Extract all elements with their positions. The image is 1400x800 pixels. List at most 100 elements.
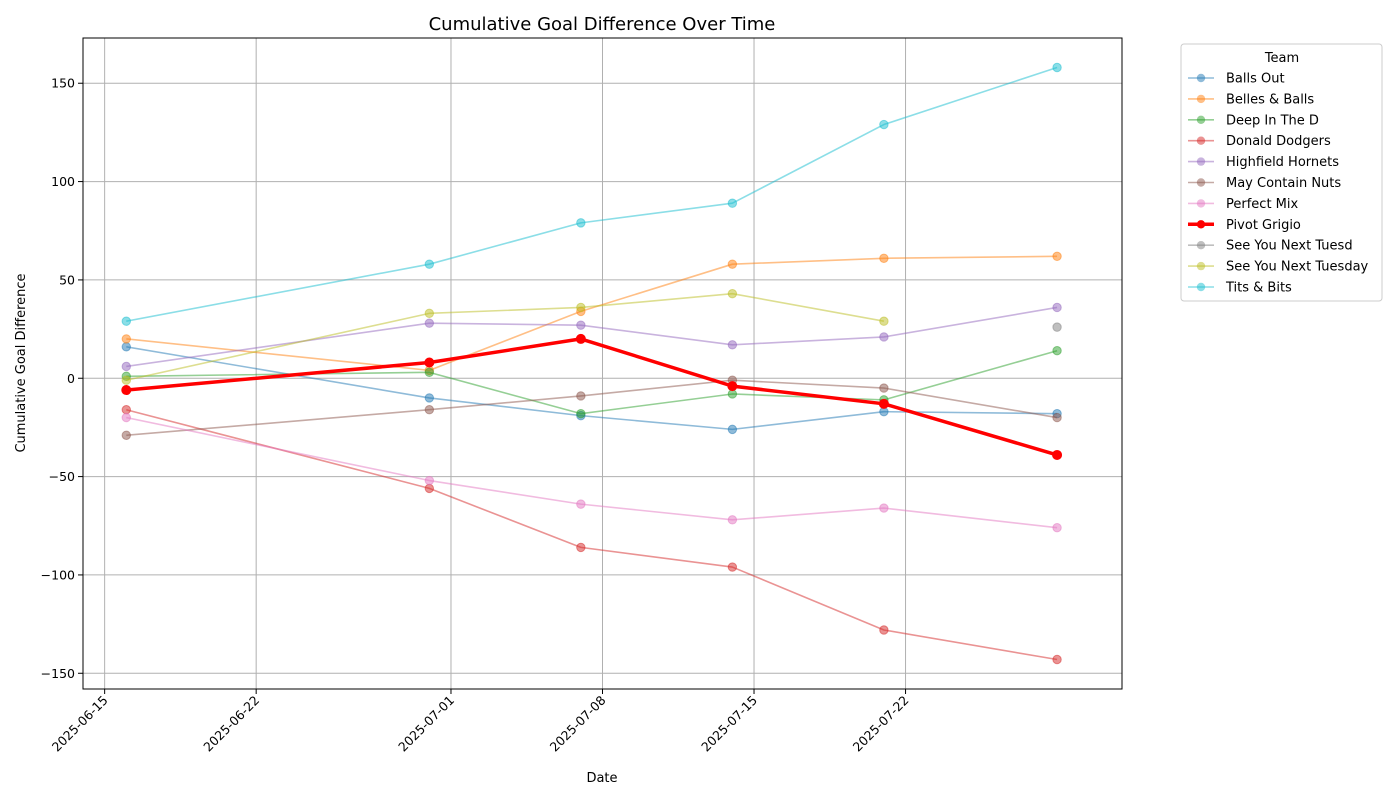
legend-label: See You Next Tuesd <box>1226 239 1353 254</box>
series-may-contain-nuts <box>121 375 1062 440</box>
y-axis: −150 −100 −50 0 50 100 150 <box>41 76 83 681</box>
data-point <box>727 288 738 299</box>
legend-label: Highfield Hornets <box>1226 155 1339 170</box>
x-tick-label: 2025-06-15 <box>49 693 111 755</box>
legend-label: Belles & Balls <box>1226 92 1314 107</box>
data-point <box>121 385 132 396</box>
legend-item: May Contain Nuts <box>1188 176 1341 191</box>
y-tick-label: 0 <box>67 371 75 386</box>
legend-item: Pivot Grigio <box>1188 218 1301 233</box>
legend-item: Belles & Balls <box>1188 92 1314 107</box>
data-point <box>424 483 435 494</box>
x-tick-label: 2025-07-08 <box>547 692 609 754</box>
data-point <box>424 475 435 486</box>
y-tick-label: −100 <box>41 567 75 582</box>
series-line <box>126 306 1058 368</box>
data-point <box>424 367 435 378</box>
data-point <box>576 542 586 553</box>
legend-marker <box>1196 157 1206 166</box>
x-axis-label: Date <box>586 771 617 786</box>
y-tick-label: −50 <box>49 469 75 484</box>
legend-label: Pivot Grigio <box>1226 218 1301 233</box>
series-donald-dodgers <box>121 405 1062 665</box>
data-point <box>576 218 586 228</box>
legend-item: Deep In The D <box>1188 113 1319 128</box>
series-pivot-grigio <box>121 333 1063 460</box>
x-tick-label: 2025-06-22 <box>200 693 262 755</box>
data-point <box>575 333 586 344</box>
series-line <box>126 416 1058 529</box>
series-deep-in-the-d <box>121 346 1062 419</box>
legend-marker <box>1196 115 1206 125</box>
legend-item: Balls Out <box>1188 72 1285 87</box>
legend-marker <box>1196 241 1206 250</box>
data-point <box>1052 412 1062 423</box>
data-point <box>727 259 738 269</box>
data-point <box>424 308 435 319</box>
y-tick-label: 150 <box>51 76 75 91</box>
legend-item: Highfield Hornets <box>1188 155 1339 170</box>
y-axis-label: Cumulative Goal Difference <box>14 273 29 452</box>
data-point <box>1052 62 1062 73</box>
data-point <box>879 503 889 513</box>
data-point <box>879 625 889 635</box>
grid <box>83 38 1122 689</box>
series-line <box>126 345 1058 431</box>
data-point <box>576 302 586 313</box>
series-layer <box>121 62 1063 665</box>
series-line <box>126 255 1058 372</box>
series-highfield-hornets <box>121 302 1062 372</box>
data-point <box>879 316 889 326</box>
data-point <box>727 424 738 435</box>
data-point <box>727 198 738 208</box>
legend-marker <box>1196 220 1206 229</box>
data-point <box>878 398 889 409</box>
data-point <box>121 375 131 385</box>
data-point <box>424 393 435 403</box>
legend-marker <box>1196 136 1206 145</box>
data-point <box>121 412 131 423</box>
legend-marker <box>1196 261 1206 271</box>
legend-marker <box>1196 73 1206 83</box>
legend-label: See You Next Tuesday <box>1226 260 1369 275</box>
series-line <box>126 379 1058 437</box>
legend-box <box>1180 43 1383 302</box>
legend-marker <box>1196 94 1206 104</box>
series-line <box>126 66 1058 323</box>
legend-marker <box>1196 199 1206 208</box>
legend-marker <box>1196 178 1206 187</box>
x-axis: 2025-06-15 2025-06-22 2025-07-01 2025-07-08… <box>49 689 912 754</box>
series-see-you-next-tuesd <box>1052 322 1062 332</box>
legend-item: Perfect Mix <box>1188 197 1298 212</box>
legend-item: See You Next Tuesd <box>1188 239 1353 254</box>
series-belles-balls <box>121 251 1062 376</box>
data-point <box>424 259 435 269</box>
series-perfect-mix <box>121 412 1062 533</box>
data-point <box>727 562 738 572</box>
series-line <box>126 337 1058 457</box>
series-balls-out <box>121 342 1062 435</box>
legend-item: Tits & Bits <box>1188 281 1292 296</box>
series-tits-bits <box>121 62 1062 326</box>
legend-label: Tits & Bits <box>1225 281 1292 296</box>
data-point <box>727 340 738 350</box>
data-point <box>727 515 738 525</box>
data-point <box>121 430 131 440</box>
data-point <box>879 332 889 342</box>
legend-label: Balls Out <box>1226 72 1285 87</box>
data-point <box>576 408 586 419</box>
data-point <box>576 499 586 509</box>
data-point <box>424 318 435 328</box>
data-point <box>1052 523 1062 533</box>
data-point <box>1052 449 1063 460</box>
legend-label: Deep In The D <box>1226 113 1319 128</box>
y-tick-label: 100 <box>51 174 75 189</box>
data-point <box>879 119 889 130</box>
y-tick-label: −150 <box>41 666 75 681</box>
data-point <box>1052 251 1062 262</box>
data-point <box>879 383 889 393</box>
legend-label: Donald Dodgers <box>1226 134 1331 149</box>
data-point <box>1052 302 1062 313</box>
